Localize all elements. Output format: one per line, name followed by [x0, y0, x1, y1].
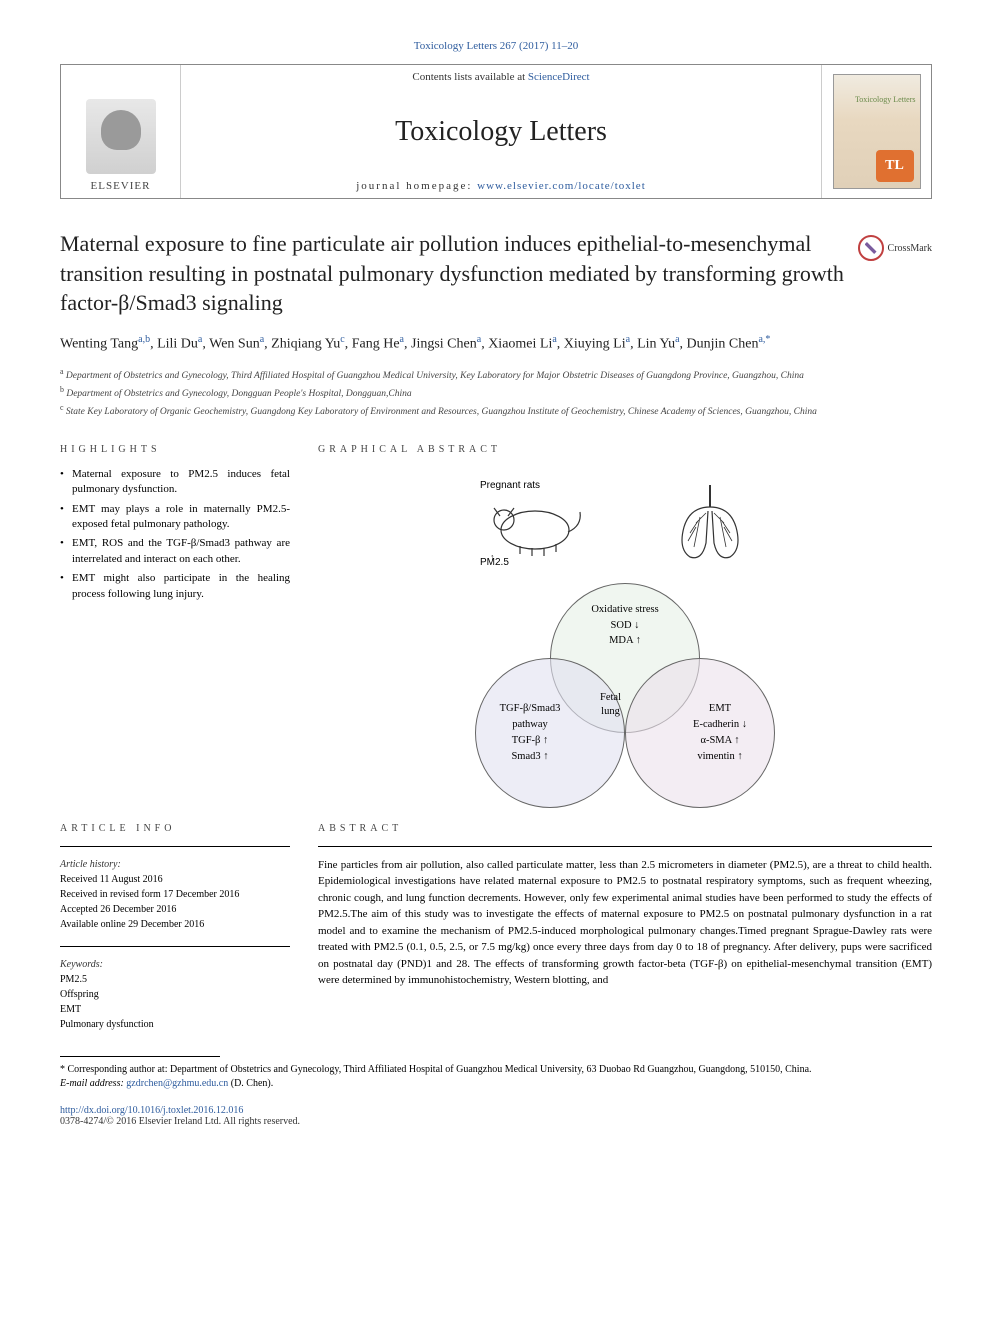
history-line: Available online 29 December 2016: [60, 917, 290, 932]
abstract-text: Fine particles from air pollution, also …: [318, 857, 932, 989]
venn-right-line2: vimentin ↑: [697, 749, 742, 765]
highlight-item: EMT might also participate in the healin…: [60, 571, 290, 602]
venn-left-line0: TGF-β ↑: [512, 733, 549, 749]
email-label: E-mail address:: [60, 1078, 126, 1089]
pregnant-rats-label: Pregnant rats: [480, 480, 540, 491]
venn-top-line1: MDA ↑: [609, 633, 641, 649]
author-list: Wenting Tanga,b, Lili Dua, Wen Suna, Zhi…: [60, 332, 932, 356]
venn-right-title: EMT: [709, 701, 731, 717]
history-line: Received 11 August 2016: [60, 872, 290, 887]
highlights-list: Maternal exposure to PM2.5 induces fetal…: [60, 467, 290, 602]
highlight-item: Maternal exposure to PM2.5 induces fetal…: [60, 467, 290, 498]
highlight-item: EMT, ROS and the TGF-β/Smad3 pathway are…: [60, 536, 290, 567]
pregnant-rat-illustration: Pregnant rats ↑ PM2.5: [480, 482, 590, 562]
homepage-link[interactable]: www.elsevier.com/locate/toxlet: [477, 180, 646, 192]
crossmark-icon: [858, 235, 884, 261]
venn-left-title: TGF-β/Smad3 pathway: [500, 701, 561, 733]
venn-diagram: Oxidative stress SOD ↓ MDA ↑ TGF-β/Smad3…: [465, 583, 785, 803]
venn-emt: EMT E-cadherin ↓ α-SMA ↑ vimentin ↑: [625, 658, 775, 808]
homepage-line: journal homepage: www.elsevier.com/locat…: [189, 180, 813, 192]
graphical-abstract: Pregnant rats ↑ PM2.5: [318, 467, 932, 803]
lungs-illustration: [650, 477, 770, 567]
affiliation-line: c State Key Laboratory of Organic Geoche…: [60, 402, 932, 420]
keywords-label: Keywords:: [60, 957, 290, 972]
article-info-label: ARTICLE INFO: [60, 823, 290, 834]
publisher-logo: ELSEVIER: [61, 65, 181, 198]
publisher-name: ELSEVIER: [91, 180, 151, 192]
crossmark-badge[interactable]: CrossMark: [858, 235, 932, 261]
venn-tgf-pathway: TGF-β/Smad3 pathway TGF-β ↑ Smad3 ↑: [475, 658, 625, 808]
venn-center-label: Fetal lung: [600, 691, 621, 718]
graphical-abstract-label: GRAPHICAL ABSTRACT: [318, 444, 932, 455]
journal-masthead: ELSEVIER Contents lists available at Sci…: [60, 64, 932, 199]
cover-title: Toxicology Letters: [855, 95, 916, 104]
venn-top-title: Oxidative stress: [591, 602, 658, 618]
venn-left-line1: Smad3 ↑: [511, 749, 548, 765]
doi-link[interactable]: http://dx.doi.org/10.1016/j.toxlet.2016.…: [60, 1105, 932, 1116]
journal-cover-thumbnail: Toxicology Letters TL: [833, 74, 921, 189]
history-line: Accepted 26 December 2016: [60, 902, 290, 917]
article-info: Article history: Received 11 August 2016…: [60, 857, 290, 1032]
keyword-item: EMT: [60, 1002, 290, 1017]
keyword-item: PM2.5: [60, 972, 290, 987]
article-title: Maternal exposure to fine particulate ai…: [60, 229, 846, 318]
contents-prefix: Contents lists available at: [412, 71, 527, 83]
highlights-label: HIGHLIGHTS: [60, 444, 290, 455]
history-line: Received in revised form 17 December 201…: [60, 887, 290, 902]
cover-badge: TL: [876, 150, 914, 182]
keyword-item: Offspring: [60, 987, 290, 1002]
venn-top-line0: SOD ↓: [611, 618, 640, 634]
homepage-prefix: journal homepage:: [356, 180, 477, 192]
crossmark-label: CrossMark: [888, 243, 932, 254]
affiliation-line: b Department of Obstetrics and Gynecolog…: [60, 384, 932, 402]
affiliations: a Department of Obstetrics and Gynecolog…: [60, 366, 932, 420]
corresponding-email-link[interactable]: gzdrchen@gzhmu.edu.cn: [126, 1078, 228, 1089]
email-suffix: (D. Chen).: [231, 1078, 274, 1089]
footnote-separator: [60, 1056, 220, 1057]
corresponding-author-footnote: * Corresponding author at: Department of…: [60, 1063, 932, 1091]
journal-name: Toxicology Letters: [189, 116, 813, 148]
highlight-item: EMT may plays a role in maternally PM2.5…: [60, 502, 290, 533]
keyword-item: Pulmonary dysfunction: [60, 1017, 290, 1032]
venn-right-line1: α-SMA ↑: [700, 733, 739, 749]
pm25-label: PM2.5: [480, 557, 509, 568]
keywords-divider: [60, 946, 290, 947]
affiliation-line: a Department of Obstetrics and Gynecolog…: [60, 366, 932, 384]
article-info-divider: [60, 846, 290, 847]
corresponding-text: * Corresponding author at: Department of…: [60, 1063, 932, 1077]
venn-right-line0: E-cadherin ↓: [693, 717, 747, 733]
copyright-line: 0378-4274/© 2016 Elsevier Ireland Ltd. A…: [60, 1116, 932, 1127]
sciencedirect-link[interactable]: ScienceDirect: [528, 71, 590, 83]
contents-line: Contents lists available at ScienceDirec…: [189, 71, 813, 83]
history-label: Article history:: [60, 857, 290, 872]
elsevier-tree-icon: [86, 99, 156, 174]
abstract-label: ABSTRACT: [318, 823, 932, 834]
abstract-divider: [318, 846, 932, 847]
citation-header: Toxicology Letters 267 (2017) 11–20: [60, 40, 932, 52]
